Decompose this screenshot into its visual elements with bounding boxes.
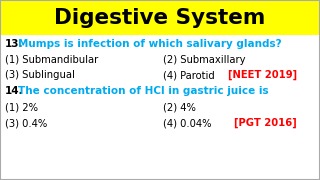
Text: (1) Submandibular: (1) Submandibular [5,55,98,65]
Text: (4) 0.04%: (4) 0.04% [163,118,212,128]
Text: [PGT 2016]: [PGT 2016] [234,118,297,128]
Text: (3) Sublingual: (3) Sublingual [5,70,75,80]
Text: Digestive System: Digestive System [54,8,266,28]
Text: (2) 4%: (2) 4% [163,102,196,112]
Text: Mumps is infection of which salivary glands?: Mumps is infection of which salivary gla… [18,39,282,49]
FancyBboxPatch shape [0,0,320,35]
Text: (2) Submaxillary: (2) Submaxillary [163,55,245,65]
Text: (3) 0.4%: (3) 0.4% [5,118,47,128]
Text: [NEET 2019]: [NEET 2019] [228,70,297,80]
Text: (4) Parotid: (4) Parotid [163,70,215,80]
Text: 14.: 14. [5,86,24,96]
Text: 13.: 13. [5,39,23,49]
Text: The concentration of HCl in gastric juice is: The concentration of HCl in gastric juic… [18,86,268,96]
Text: (1) 2%: (1) 2% [5,102,38,112]
